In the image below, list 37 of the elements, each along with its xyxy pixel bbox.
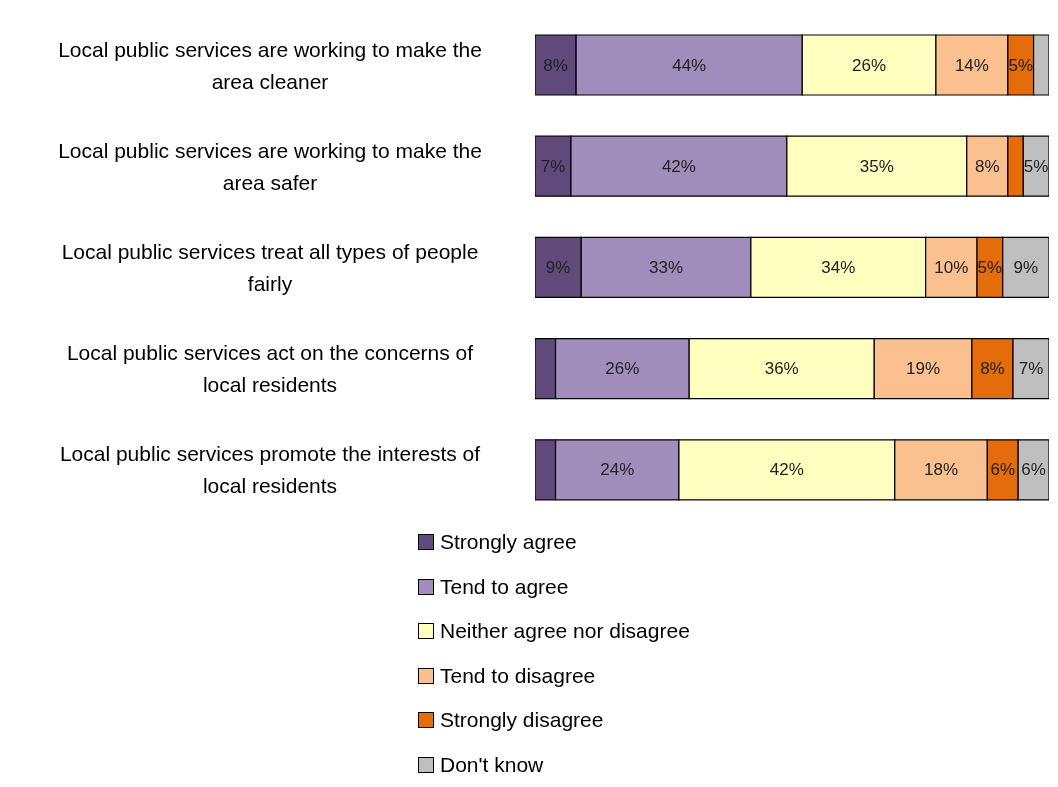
data-label: 42% [769, 460, 804, 480]
data-label: 6% [1021, 460, 1046, 480]
data-label: 33% [649, 257, 684, 277]
data-label: 10% [934, 257, 969, 277]
data-label: 9% [1013, 257, 1039, 277]
data-label: 42% [661, 156, 696, 176]
legend-label: Strongly agree [440, 530, 577, 555]
legend-label: Tend to disagree [440, 663, 596, 688]
y-tick-label: Local public services treat all types of people fairly [61, 239, 479, 295]
data-label: 7% [540, 156, 566, 176]
legend-label: Neither agree nor disagree [440, 619, 690, 644]
data-label: 5% [1023, 156, 1049, 176]
data-label: 14% [954, 55, 989, 75]
data-label: 18% [924, 460, 959, 480]
data-label: 8% [975, 156, 1000, 176]
data-label: 5% [1008, 55, 1034, 75]
data-label: 24% [600, 460, 635, 480]
data-label: 35% [859, 156, 894, 176]
data-label: 26% [605, 359, 640, 379]
data-label: 6% [990, 460, 1016, 480]
data-label: 7% [1018, 359, 1044, 379]
data-label: 26% [852, 55, 887, 75]
data-label: 9% [545, 257, 571, 277]
legend-label: Tend to agree [440, 574, 569, 599]
y-tick-label: Local public services act on the concerns of local residents [66, 340, 474, 396]
data-label: 19% [906, 359, 941, 379]
data-label: 8% [543, 55, 568, 75]
y-tick-label: Local public services are working to make the area safer [58, 138, 482, 194]
data-label: 34% [821, 257, 856, 277]
data-label: 44% [672, 55, 707, 75]
data-label: 5% [977, 257, 1003, 277]
data-label: 8% [980, 359, 1005, 379]
legend-label: Strongly disagree [440, 708, 604, 733]
y-tick-label: Local public services are working to make the area cleaner [58, 37, 482, 93]
y-tick-label: Local public services promote the interests of local residents [59, 441, 481, 497]
data-label: 36% [764, 359, 799, 379]
legend-label: Don't know [440, 752, 544, 777]
